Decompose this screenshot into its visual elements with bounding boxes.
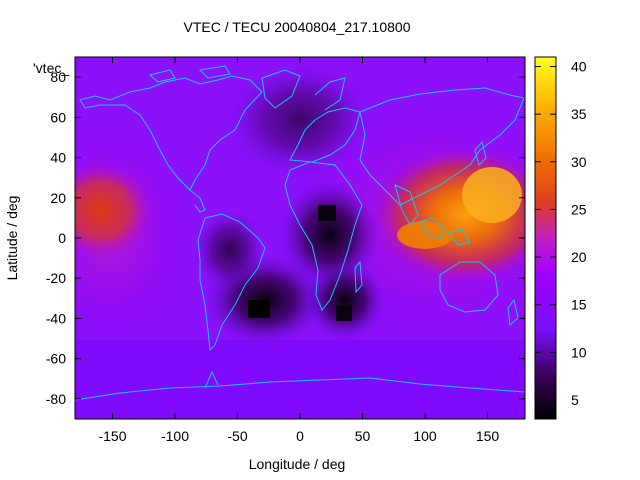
x-axis-label: Longitude / deg	[249, 456, 346, 472]
heatmap-depletion-southafrica	[305, 260, 385, 340]
coast-central-america	[189, 189, 206, 213]
coast-india	[394, 184, 419, 226]
coast-africa	[284, 161, 363, 311]
coast-japan	[474, 140, 487, 166]
colorbar-axis: 5 10 15 20 25 30 35 40	[535, 59, 587, 408]
y-tick-label: -80	[46, 391, 66, 407]
coast-australia	[439, 261, 499, 313]
x-tick-label: -150	[98, 428, 126, 444]
y-tick-label: -60	[46, 351, 66, 367]
colorbar-tick-label: 10	[571, 344, 587, 360]
y-tick-label: 40	[50, 150, 66, 166]
coast-new-zealand	[507, 298, 519, 327]
colorbar-tick-label: 5	[571, 392, 579, 408]
coast-madagascar	[354, 260, 363, 294]
y-tick-label: -20	[46, 270, 66, 286]
x-tick-label: 150	[476, 428, 500, 444]
heatmap-anomaly-asia-equator	[397, 221, 453, 249]
colorbar-tick-label: 15	[571, 297, 587, 313]
x-axis: -150 -100 -50 0 50 100 150	[98, 57, 499, 444]
heatmap-depletion-southamerica	[195, 210, 265, 290]
colorbar-tick-label: 35	[571, 106, 587, 122]
colorbar-tick-label: 40	[571, 59, 587, 75]
coast-greenland	[261, 69, 301, 109]
heatmap-south-band	[75, 340, 525, 419]
coast-scandinavia	[314, 77, 346, 111]
x-tick-label: -50	[227, 428, 247, 444]
coast-asia	[359, 87, 525, 206]
heatmap-dark-spot-3	[336, 305, 352, 321]
y-axis-label: Latitude / deg	[4, 196, 20, 281]
heatmap-area	[75, 57, 525, 419]
colorbar-tick-label: 20	[571, 249, 587, 265]
y-tick-label: 20	[50, 190, 66, 206]
x-tick-label: 50	[355, 428, 371, 444]
coastlines	[75, 65, 525, 401]
heatmap-anomaly-asia	[370, 145, 525, 285]
heatmap-dark-spot-2	[318, 205, 336, 221]
heatmap-depletion-north	[230, 65, 370, 175]
heatmap-anomaly-pacific-west	[75, 160, 155, 260]
heatmap-dark-spot-1	[248, 300, 270, 318]
colorbar	[534, 56, 557, 420]
colorbar-tick-label: 25	[571, 201, 587, 217]
coast-arctic-islands	[148, 65, 231, 83]
coast-europe	[289, 107, 361, 163]
x-tick-label: 100	[413, 428, 437, 444]
colorbar-tick-label: 30	[571, 154, 587, 170]
y-tick-label: 0	[58, 230, 66, 246]
y-axis: -80 -60 -40 -20 0 20 40 60 80	[46, 69, 525, 407]
coast-antarctica	[75, 377, 525, 401]
coast-south-america	[197, 213, 266, 352]
x-tick-label: -100	[161, 428, 189, 444]
coast-antarctic-peninsula	[204, 370, 219, 389]
coast-sea-islands	[419, 217, 471, 246]
chart-title: VTEC / TECU 20040804_217.10800	[183, 19, 410, 35]
heatmap-anomaly-asia-core	[462, 167, 522, 223]
legend-label: 'vtec_	[33, 60, 69, 76]
y-tick-label: 80	[50, 69, 66, 85]
y-tick-label: -40	[46, 310, 66, 326]
coast-north-america	[79, 75, 263, 191]
x-tick-label: 0	[296, 428, 304, 444]
y-tick-label: 60	[50, 109, 66, 125]
